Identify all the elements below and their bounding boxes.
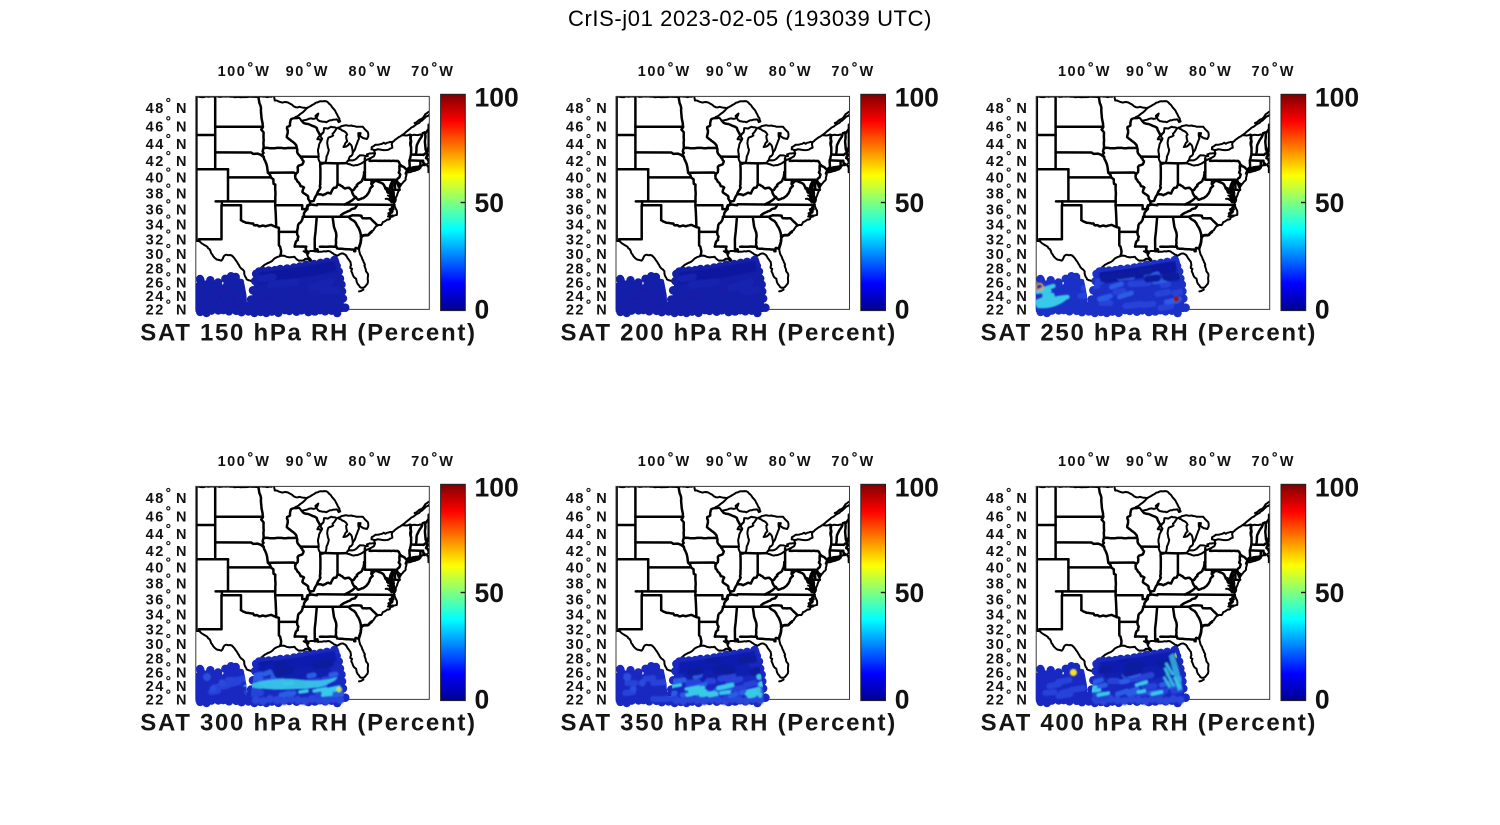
- svg-text:SAT 200 hPa RH (Percent): SAT 200 hPa RH (Percent): [560, 319, 896, 346]
- svg-text:SAT 250 hPa RH (Percent): SAT 250 hPa RH (Percent): [981, 319, 1317, 346]
- svg-text:SAT 400 hPa RH (Percent): SAT 400 hPa RH (Percent): [981, 709, 1317, 736]
- svg-text:SAT 350 hPa RH (Percent): SAT 350 hPa RH (Percent): [560, 709, 896, 736]
- svg-text:CrIS-j01 2023-02-05 (193039 UT: CrIS-j01 2023-02-05 (193039 UTC): [568, 6, 932, 31]
- svg-text:SAT 300 hPa RH (Percent): SAT 300 hPa RH (Percent): [140, 709, 476, 736]
- svg-text:SAT 150 hPa RH (Percent): SAT 150 hPa RH (Percent): [140, 319, 476, 346]
